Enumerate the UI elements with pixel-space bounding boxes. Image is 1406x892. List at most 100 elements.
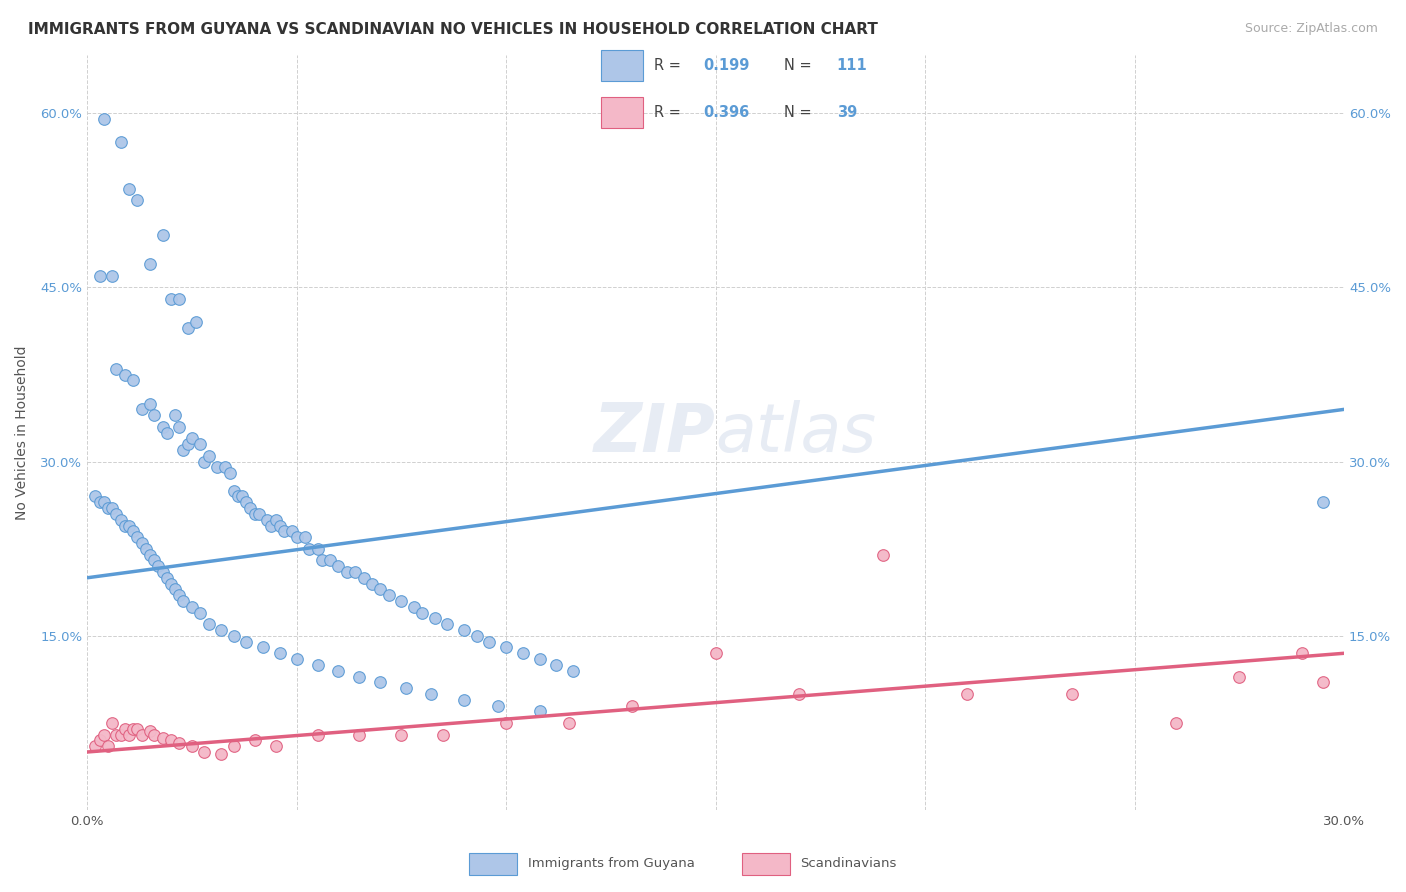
Point	[156, 571, 179, 585]
Point	[281, 524, 304, 539]
Point	[93, 495, 115, 509]
Point	[546, 657, 568, 672]
Point	[97, 739, 120, 754]
Point	[139, 548, 162, 562]
Point	[328, 559, 350, 574]
Text: N =: N =	[785, 105, 815, 120]
Point	[114, 518, 136, 533]
Point	[188, 606, 211, 620]
Point	[307, 541, 329, 556]
Point	[143, 553, 166, 567]
Point	[176, 321, 198, 335]
Point	[256, 513, 278, 527]
Point	[273, 524, 295, 539]
Point	[118, 518, 141, 533]
Point	[180, 739, 202, 754]
Point	[1312, 675, 1334, 690]
Text: 0.396: 0.396	[703, 105, 749, 120]
Point	[110, 728, 132, 742]
Point	[89, 733, 111, 747]
Text: N =: N =	[785, 58, 815, 73]
Point	[1291, 646, 1313, 660]
Point	[389, 728, 412, 742]
Point	[193, 745, 215, 759]
Point	[1166, 716, 1188, 731]
Point	[402, 599, 425, 614]
Point	[122, 524, 145, 539]
Point	[172, 443, 194, 458]
Point	[118, 728, 141, 742]
Point	[143, 728, 166, 742]
Point	[222, 483, 245, 498]
Point	[436, 617, 458, 632]
Point	[110, 513, 132, 527]
Text: R =: R =	[654, 58, 685, 73]
Bar	[602, 50, 643, 81]
Point	[172, 594, 194, 608]
Point	[139, 396, 162, 410]
Point	[139, 257, 162, 271]
Point	[209, 623, 232, 637]
Point	[193, 455, 215, 469]
Point	[361, 576, 384, 591]
Point	[231, 490, 253, 504]
Text: ZIP: ZIP	[593, 400, 716, 466]
Point	[370, 675, 392, 690]
Point	[529, 704, 551, 718]
Point	[143, 408, 166, 422]
Point	[105, 728, 128, 742]
Point	[307, 728, 329, 742]
Point	[169, 588, 191, 602]
Point	[264, 513, 287, 527]
Point	[188, 437, 211, 451]
Point	[114, 722, 136, 736]
Point	[127, 722, 149, 736]
Text: 39: 39	[837, 105, 856, 120]
Point	[1060, 687, 1083, 701]
Point	[160, 292, 183, 306]
Point	[169, 419, 191, 434]
Text: Scandinavians: Scandinavians	[800, 856, 897, 870]
Point	[394, 681, 416, 695]
Text: IMMIGRANTS FROM GUYANA VS SCANDINAVIAN NO VEHICLES IN HOUSEHOLD CORRELATION CHAR: IMMIGRANTS FROM GUYANA VS SCANDINAVIAN N…	[28, 22, 877, 37]
Point	[432, 728, 454, 742]
Point	[478, 634, 501, 648]
Point	[165, 408, 187, 422]
Point	[122, 722, 145, 736]
Point	[269, 518, 291, 533]
Point	[110, 135, 132, 149]
Point	[97, 501, 120, 516]
Point	[411, 606, 433, 620]
Text: 111: 111	[837, 58, 868, 73]
Point	[239, 501, 262, 516]
Point	[152, 228, 174, 243]
Point	[122, 373, 145, 387]
Point	[377, 588, 399, 602]
Point	[152, 565, 174, 579]
Point	[453, 692, 475, 706]
Text: R =: R =	[654, 105, 685, 120]
Point	[118, 182, 141, 196]
Point	[486, 698, 509, 713]
Point	[105, 507, 128, 521]
Point	[222, 629, 245, 643]
Point	[419, 687, 441, 701]
Text: Source: ZipAtlas.com: Source: ZipAtlas.com	[1244, 22, 1378, 36]
Bar	[602, 97, 643, 128]
Point	[139, 724, 162, 739]
Point	[620, 698, 643, 713]
Point	[84, 490, 107, 504]
Point	[789, 687, 811, 701]
Point	[226, 490, 249, 504]
Point	[131, 536, 153, 550]
Text: 0.199: 0.199	[703, 58, 749, 73]
Text: Immigrants from Guyana: Immigrants from Guyana	[529, 856, 695, 870]
Point	[169, 736, 191, 750]
Point	[184, 315, 207, 329]
Point	[298, 541, 321, 556]
Point	[93, 112, 115, 126]
Point	[562, 664, 585, 678]
Y-axis label: No Vehicles in Household: No Vehicles in Household	[15, 345, 30, 520]
Point	[89, 268, 111, 283]
Point	[131, 728, 153, 742]
